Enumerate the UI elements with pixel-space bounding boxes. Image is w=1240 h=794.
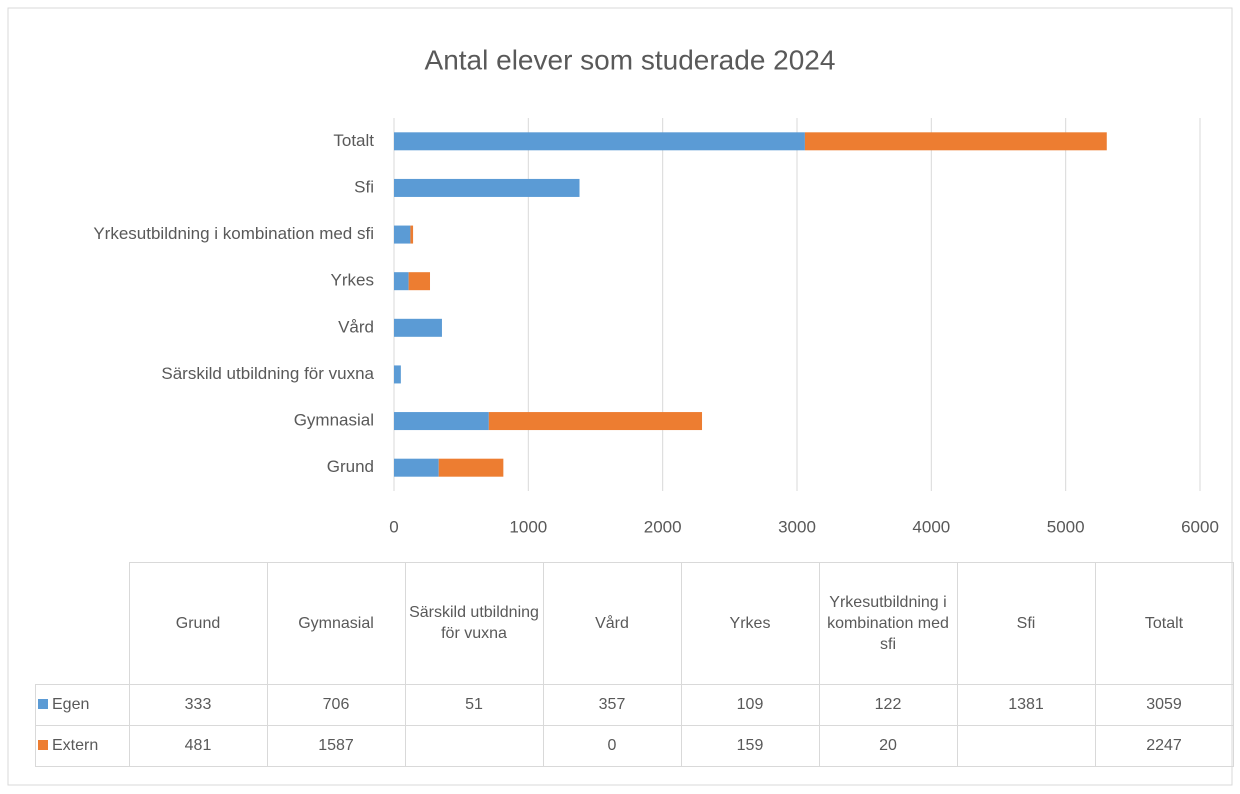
- legend-swatch: [38, 740, 48, 750]
- legend-cell: Extern: [35, 724, 130, 767]
- table-cell: 0: [542, 724, 682, 767]
- table-cell: 481: [128, 724, 268, 767]
- column-header: Yrkes: [680, 562, 820, 685]
- table-cell: 122: [818, 683, 958, 726]
- x-tick-label: 5000: [1047, 517, 1085, 536]
- data-row: Egen 333 706 51 357 109 122 1381 3059: [35, 683, 1234, 726]
- bar: [394, 272, 409, 291]
- x-tick-label: 1000: [509, 517, 547, 536]
- bar: [488, 412, 703, 431]
- bar: [394, 365, 401, 384]
- y-tick-label: Grund: [327, 457, 374, 476]
- chart-title: Antal elever som studerade 2024: [425, 44, 836, 75]
- bar: [438, 458, 504, 477]
- table-cell: 3059: [1094, 683, 1234, 726]
- bar: [394, 412, 489, 431]
- column-header: Sfi: [956, 562, 1096, 685]
- column-header: Gymnasial: [266, 562, 406, 685]
- bar: [394, 225, 411, 244]
- bar: [394, 458, 439, 477]
- x-tick-label: 4000: [912, 517, 950, 536]
- column-header: Grund: [128, 562, 268, 685]
- table-cell: 109: [680, 683, 820, 726]
- y-tick-label: Gymnasial: [294, 411, 374, 430]
- y-tick-label: Vård: [338, 317, 374, 336]
- legend-swatch: [38, 699, 48, 709]
- column-header: Vård: [542, 562, 682, 685]
- legend-cell: Egen: [35, 683, 130, 726]
- legend-label: Extern: [52, 737, 99, 754]
- header-row: Grund Gymnasial Särskild utbildning för vu…: [35, 562, 1234, 685]
- table-cell: [956, 724, 1096, 767]
- x-tick-label: 3000: [778, 517, 816, 536]
- table-cell: [404, 724, 544, 767]
- x-tick-label: 6000: [1181, 517, 1219, 536]
- y-tick-label: Särskild utbildning för vuxna: [161, 364, 374, 383]
- table-cell: 333: [128, 683, 268, 726]
- bar: [394, 318, 442, 337]
- table-cell: 357: [542, 683, 682, 726]
- column-header: Särskild utbildning för vuxna: [404, 562, 544, 685]
- table-cell: 1381: [956, 683, 1096, 726]
- data-row: Extern 481 1587 0 159 20 2247: [35, 724, 1234, 767]
- x-tick-label: 0: [389, 517, 398, 536]
- table-cell: 1587: [266, 724, 406, 767]
- y-tick-label: Totalt: [333, 131, 374, 150]
- bar: [804, 132, 1107, 151]
- data-table: Grund Gymnasial Särskild utbildning för vu…: [35, 562, 1234, 767]
- y-tick-label: Yrkes: [331, 271, 374, 290]
- bar: [408, 272, 431, 291]
- x-tick-label: 2000: [644, 517, 682, 536]
- y-tick-label: Yrkesutbildning i kombination med sfi: [93, 224, 374, 243]
- legend-label: Egen: [52, 696, 90, 713]
- bar: [410, 225, 414, 244]
- column-header: Totalt: [1094, 562, 1234, 685]
- y-tick-label: Sfi: [354, 177, 374, 196]
- bar: [394, 132, 805, 151]
- bar: [394, 178, 580, 197]
- table-cell: 20: [818, 724, 958, 767]
- column-header: Yrkesutbildning i kombination med sfi: [818, 562, 958, 685]
- table-cell: 2247: [1094, 724, 1234, 767]
- table-cell: 706: [266, 683, 406, 726]
- table-cell: 159: [680, 724, 820, 767]
- table-cell: 51: [404, 683, 544, 726]
- corner-cell: [35, 562, 130, 685]
